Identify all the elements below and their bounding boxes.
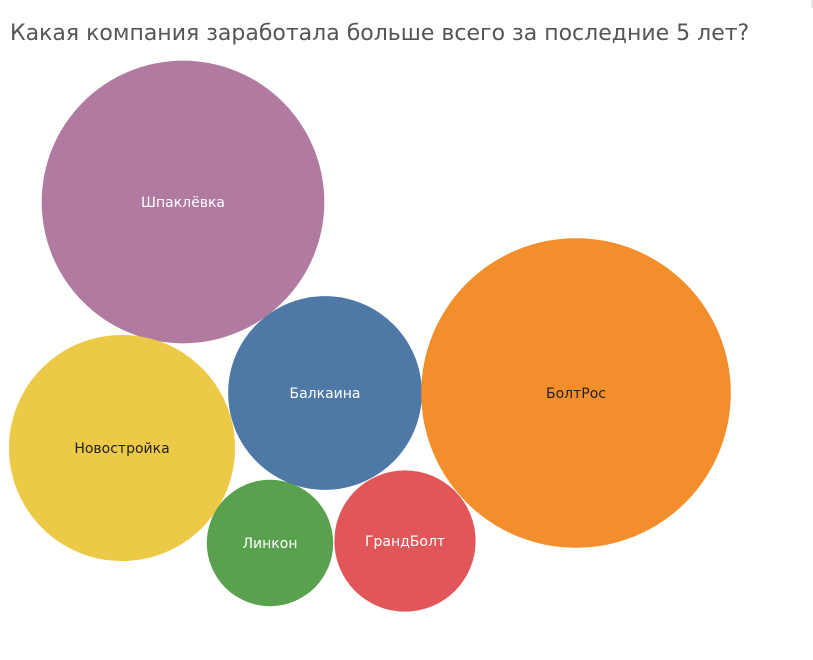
- bubble: [421, 238, 731, 548]
- bubble-label: Балкаина: [290, 386, 361, 402]
- bubble-label: Шпаклёвка: [141, 195, 225, 211]
- bubble: [228, 296, 422, 490]
- chart-title: Какая компания заработала больше всего з…: [10, 21, 749, 46]
- bubble: [8, 334, 236, 562]
- bubble: [206, 479, 334, 607]
- bubble-label: ГрандБолт: [365, 534, 445, 550]
- bubble: [41, 60, 325, 344]
- bubble-label: Новостройка: [74, 441, 169, 457]
- bubble-label: Линкон: [243, 536, 298, 552]
- bubble-label: БолтРос: [546, 386, 606, 402]
- bubble: [334, 470, 476, 612]
